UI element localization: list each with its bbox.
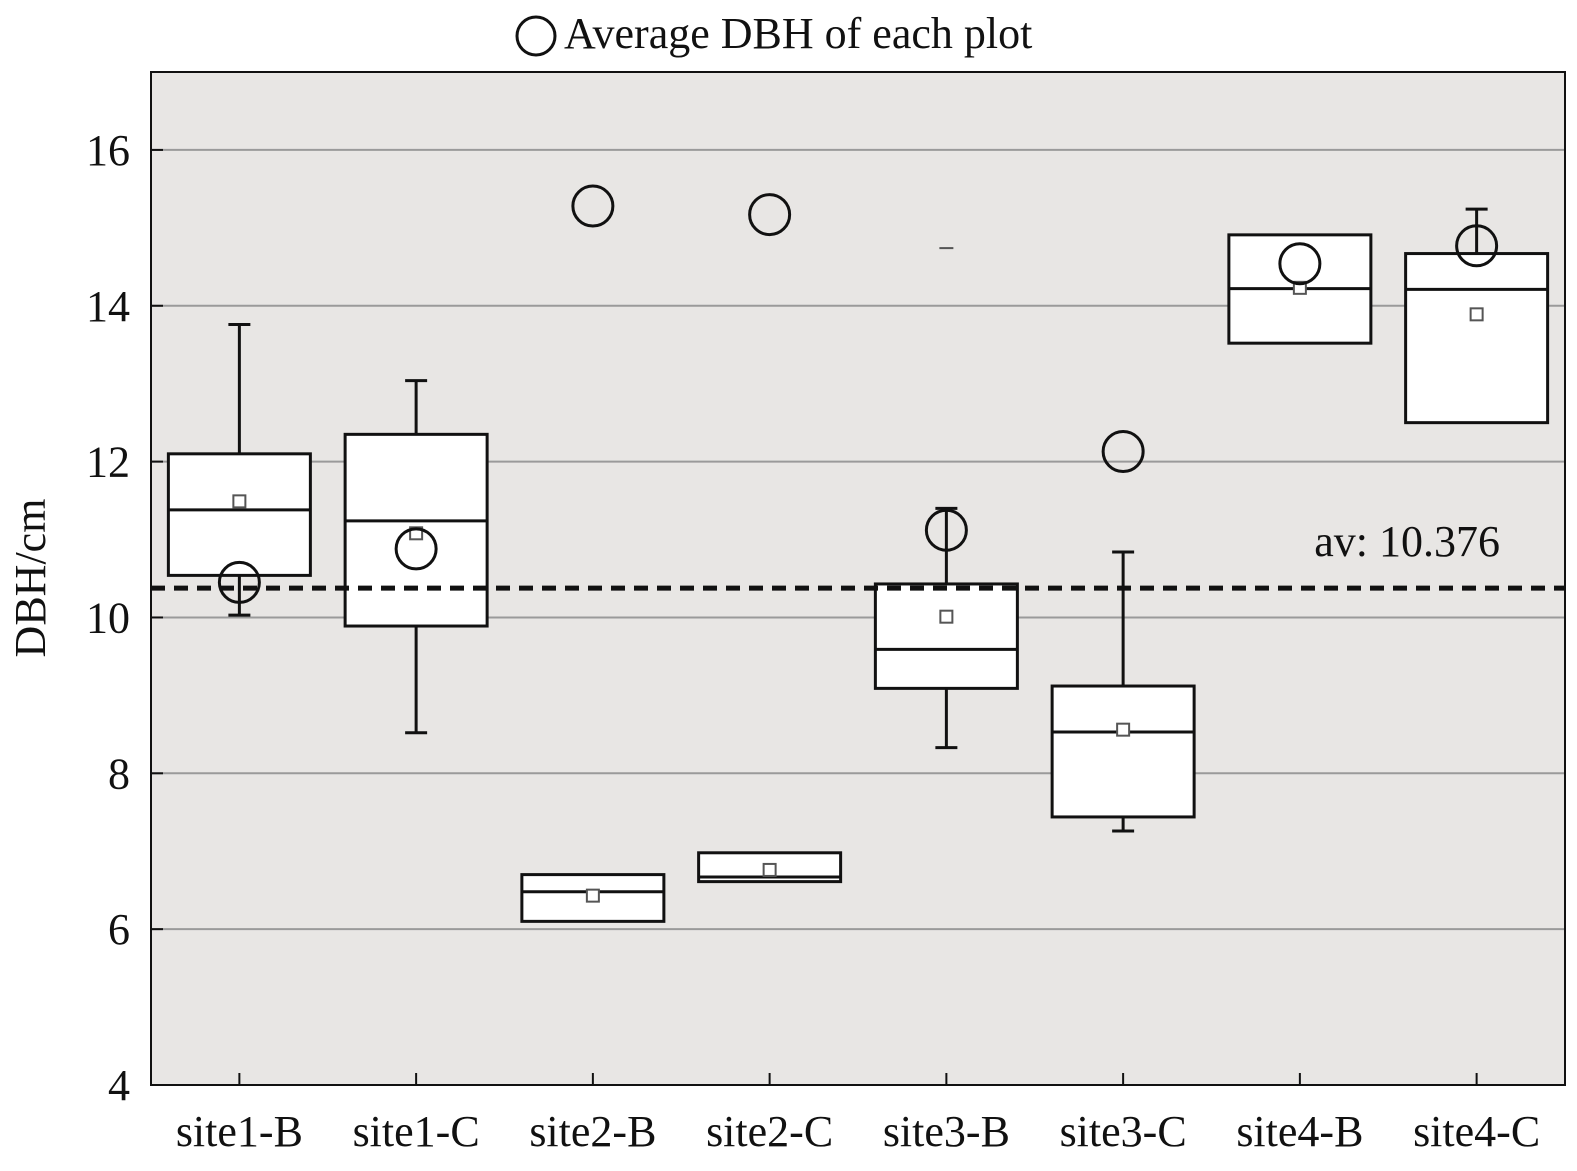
y-axis-label: DBH/cm (6, 499, 55, 658)
iqr-box (166, 452, 312, 577)
mean-marker (762, 862, 777, 877)
box-site1-C: site1-C (343, 379, 489, 1156)
legend-circle-marker (515, 15, 557, 57)
iqr-box (1404, 252, 1550, 425)
box-site3-C: site3-C (1050, 429, 1196, 1156)
y-tick-label: 8 (108, 749, 130, 798)
x-tick-label: site4-C (1413, 1107, 1540, 1156)
mean-marker (1469, 307, 1484, 322)
box-site2-C: site2-C (697, 193, 843, 1156)
legend-label: Average DBH of each plot (564, 9, 1032, 58)
y-tick-label: 4 (108, 1061, 130, 1110)
plot-average-circle (1278, 242, 1322, 286)
x-tick-label: site1-B (176, 1107, 303, 1156)
plot-average-circle (217, 560, 261, 604)
x-tick-label: site3-C (1060, 1107, 1187, 1156)
x-tick-label: site1-C (353, 1107, 480, 1156)
reference-line-label: av: 10.376 (1314, 517, 1500, 566)
box-site2-B: site2-B (520, 184, 666, 1156)
plot-frame (150, 71, 1566, 1086)
box-site4-C: site4-C (1404, 207, 1550, 1156)
plot-average-circle (1101, 429, 1145, 473)
x-tick-label: site2-C (706, 1107, 833, 1156)
mean-marker (939, 609, 954, 624)
box-site4-B: site4-B (1227, 233, 1373, 1156)
plot-average-circle (394, 527, 438, 571)
x-tick-label: site2-B (529, 1107, 656, 1156)
plot-average-circle (924, 508, 968, 552)
mean-marker (1116, 722, 1131, 737)
box-site1-B: site1-B (166, 322, 312, 1156)
legend: Average DBH of each plot (515, 9, 1032, 58)
y-tick-label: 10 (86, 593, 130, 642)
x-tick-label: site4-B (1236, 1107, 1363, 1156)
plot-average-circle (748, 193, 792, 237)
y-tick-label: 16 (86, 126, 130, 175)
box-site3-B: site3-B (873, 247, 1019, 1156)
mean-marker (585, 888, 600, 903)
plot-average-circle (1455, 224, 1499, 268)
iqr-box (873, 582, 1019, 690)
x-tick-label: site3-B (883, 1107, 1010, 1156)
y-tick-label: 6 (108, 905, 130, 954)
mean-marker (232, 494, 247, 509)
y-tick-label: 12 (86, 438, 130, 487)
plot-average-circle (571, 184, 615, 228)
iqr-box (1050, 684, 1196, 819)
y-tick-label: 14 (86, 282, 130, 331)
